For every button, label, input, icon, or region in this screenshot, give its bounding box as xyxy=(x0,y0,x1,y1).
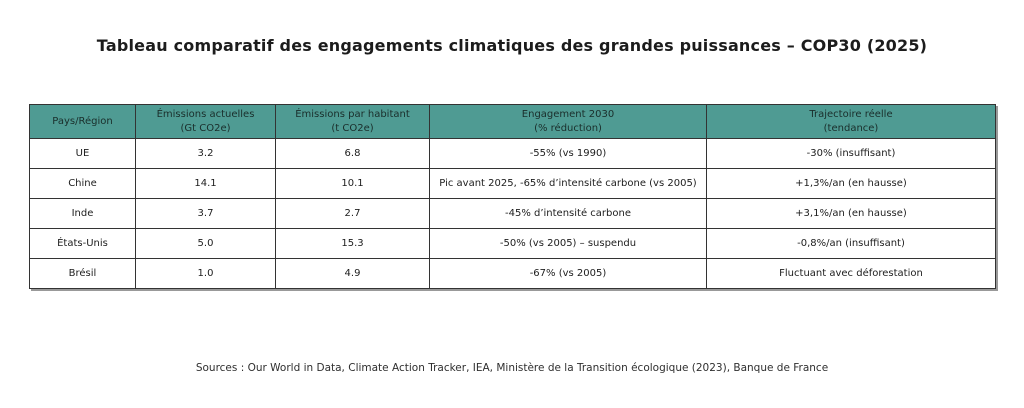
header-line1: Trajectoire réelle xyxy=(809,109,893,120)
cell-engagement: -55% (vs 1990) xyxy=(429,138,707,169)
cell-trajectoire: -0,8%/an (insuffisant) xyxy=(706,228,996,259)
cell-trajectoire: +1,3%/an (en hausse) xyxy=(706,168,996,199)
column-header-trajectoire-reelle: Trajectoire réelle (tendance) xyxy=(706,104,996,139)
cell-emissions: 5.0 xyxy=(135,228,276,259)
cell-trajectoire: +3,1%/an (en hausse) xyxy=(706,198,996,229)
cell-engagement: Pic avant 2025, -65% d’intensité carbone… xyxy=(429,168,707,199)
table-row-chine: Chine 14.1 10.1 Pic avant 2025, -65% d’i… xyxy=(29,168,996,199)
cell-emissions-habitant: 10.1 xyxy=(275,168,430,199)
comparison-table: Pays/Région Émissions actuelles (Gt CO2e… xyxy=(29,104,996,289)
cell-emissions-habitant: 6.8 xyxy=(275,138,430,169)
cell-pays: Chine xyxy=(29,168,136,199)
column-header-emissions-actuelles: Émissions actuelles (Gt CO2e) xyxy=(135,104,276,139)
header-line2: (t CO2e) xyxy=(331,122,374,134)
cell-emissions: 3.7 xyxy=(135,198,276,229)
header-line1: Émissions par habitant xyxy=(295,109,410,120)
header-row: Pays/Région Émissions actuelles (Gt CO2e… xyxy=(29,104,996,139)
cell-pays: États-Unis xyxy=(29,228,136,259)
header-line1: Pays/Région xyxy=(52,115,113,127)
cell-engagement: -67% (vs 2005) xyxy=(429,258,707,289)
cell-engagement: -45% d’intensité carbone xyxy=(429,198,707,229)
column-header-engagement-2030: Engagement 2030 (% réduction) xyxy=(429,104,707,139)
cell-trajectoire: -30% (insuffisant) xyxy=(706,138,996,169)
page-title: Tableau comparatif des engagements clima… xyxy=(96,36,928,55)
cell-engagement: -50% (vs 2005) – suspendu xyxy=(429,228,707,259)
cell-pays: UE xyxy=(29,138,136,169)
cell-pays: Inde xyxy=(29,198,136,229)
header-line2: (tendance) xyxy=(823,122,879,134)
table-row-ue: UE 3.2 6.8 -55% (vs 1990) -30% (insuffis… xyxy=(29,138,996,169)
header-line2: (Gt CO2e) xyxy=(180,122,231,134)
header-line2: (% réduction) xyxy=(534,122,602,134)
column-header-emissions-par-habitant: Émissions par habitant (t CO2e) xyxy=(275,104,430,139)
table-row-inde: Inde 3.7 2.7 -45% d’intensité carbone +3… xyxy=(29,198,996,229)
cell-emissions: 1.0 xyxy=(135,258,276,289)
sources-note: Sources : Our World in Data, Climate Act… xyxy=(195,362,829,374)
cell-pays: Brésil xyxy=(29,258,136,289)
column-header-pays-region: Pays/Région xyxy=(29,104,136,139)
table-row-etats-unis: États-Unis 5.0 15.3 -50% (vs 2005) – sus… xyxy=(29,228,996,259)
cell-emissions-habitant: 2.7 xyxy=(275,198,430,229)
cell-emissions: 3.2 xyxy=(135,138,276,169)
header-line1: Engagement 2030 xyxy=(521,109,615,120)
header-line1: Émissions actuelles xyxy=(156,109,255,120)
cell-emissions-habitant: 4.9 xyxy=(275,258,430,289)
cell-emissions-habitant: 15.3 xyxy=(275,228,430,259)
table-row-bresil: Brésil 1.0 4.9 -67% (vs 2005) Fluctuant … xyxy=(29,258,996,289)
cell-emissions: 14.1 xyxy=(135,168,276,199)
cell-trajectoire: Fluctuant avec déforestation xyxy=(706,258,996,289)
